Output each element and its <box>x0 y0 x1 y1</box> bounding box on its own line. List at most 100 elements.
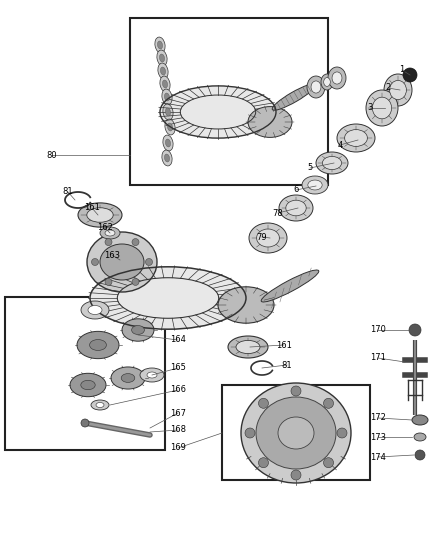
Ellipse shape <box>236 341 260 353</box>
Ellipse shape <box>414 433 426 441</box>
Text: 162: 162 <box>97 223 113 232</box>
Text: 169: 169 <box>170 443 186 453</box>
Text: 171: 171 <box>370 353 386 362</box>
Ellipse shape <box>218 287 274 323</box>
Ellipse shape <box>105 230 115 236</box>
Ellipse shape <box>272 84 316 110</box>
Ellipse shape <box>164 154 170 162</box>
Ellipse shape <box>159 85 277 139</box>
Ellipse shape <box>78 203 122 227</box>
Ellipse shape <box>96 402 104 408</box>
Ellipse shape <box>308 180 322 190</box>
Ellipse shape <box>166 108 170 116</box>
Ellipse shape <box>147 372 157 378</box>
Ellipse shape <box>140 368 164 382</box>
Ellipse shape <box>241 383 351 483</box>
Ellipse shape <box>157 50 167 66</box>
Ellipse shape <box>162 89 172 105</box>
Ellipse shape <box>89 266 247 330</box>
Ellipse shape <box>412 415 428 425</box>
Text: 170: 170 <box>370 326 386 335</box>
Ellipse shape <box>389 80 406 100</box>
Circle shape <box>415 450 425 460</box>
Ellipse shape <box>257 229 279 247</box>
Circle shape <box>403 68 417 82</box>
Ellipse shape <box>332 72 342 84</box>
Circle shape <box>324 458 333 467</box>
Ellipse shape <box>302 176 328 194</box>
Ellipse shape <box>100 244 144 280</box>
Bar <box>5 297 165 450</box>
Ellipse shape <box>100 227 120 239</box>
Ellipse shape <box>87 232 157 292</box>
Ellipse shape <box>162 150 172 166</box>
Ellipse shape <box>279 195 313 221</box>
Ellipse shape <box>163 135 173 151</box>
Ellipse shape <box>122 319 154 341</box>
Text: 165: 165 <box>170 364 186 373</box>
Text: 6: 6 <box>293 185 299 195</box>
Ellipse shape <box>328 67 346 89</box>
Circle shape <box>132 278 139 285</box>
Ellipse shape <box>228 336 268 358</box>
Ellipse shape <box>155 37 165 53</box>
Circle shape <box>324 398 333 408</box>
Ellipse shape <box>311 81 321 93</box>
Ellipse shape <box>165 119 175 135</box>
Circle shape <box>81 419 89 427</box>
Text: 81: 81 <box>63 188 73 197</box>
Circle shape <box>145 259 152 265</box>
Bar <box>222 385 370 480</box>
Text: 174: 174 <box>370 453 386 462</box>
Ellipse shape <box>372 97 392 119</box>
Ellipse shape <box>366 90 398 126</box>
Circle shape <box>337 428 347 438</box>
Text: 173: 173 <box>370 432 386 441</box>
Text: 80: 80 <box>47 150 57 159</box>
Text: 172: 172 <box>370 414 386 423</box>
Text: 1: 1 <box>399 66 405 75</box>
Ellipse shape <box>307 76 325 98</box>
Ellipse shape <box>160 76 170 92</box>
Ellipse shape <box>81 301 109 319</box>
Ellipse shape <box>121 374 135 382</box>
Ellipse shape <box>384 74 412 106</box>
Ellipse shape <box>167 123 173 131</box>
Text: 164: 164 <box>170 335 186 344</box>
Circle shape <box>291 470 301 480</box>
Ellipse shape <box>249 223 287 253</box>
Ellipse shape <box>321 74 333 90</box>
Ellipse shape <box>160 67 166 75</box>
Ellipse shape <box>316 152 348 174</box>
Circle shape <box>92 259 99 265</box>
Ellipse shape <box>88 305 102 314</box>
Ellipse shape <box>164 93 170 101</box>
Text: 161: 161 <box>84 204 100 213</box>
Circle shape <box>105 278 112 285</box>
Ellipse shape <box>337 124 375 152</box>
Ellipse shape <box>286 200 306 216</box>
Ellipse shape <box>248 107 292 138</box>
Text: 78: 78 <box>272 208 283 217</box>
Ellipse shape <box>90 340 106 351</box>
Bar <box>130 18 328 185</box>
Ellipse shape <box>91 400 109 410</box>
Text: 4: 4 <box>337 141 343 149</box>
Text: 3: 3 <box>367 103 373 112</box>
Text: 163: 163 <box>104 251 120 260</box>
Ellipse shape <box>322 156 342 169</box>
Ellipse shape <box>157 41 162 49</box>
Text: 167: 167 <box>170 408 186 417</box>
Text: 5: 5 <box>307 164 313 173</box>
Circle shape <box>409 324 421 336</box>
Circle shape <box>245 428 255 438</box>
Text: 166: 166 <box>170 385 186 394</box>
Ellipse shape <box>70 373 106 397</box>
Ellipse shape <box>158 63 168 79</box>
Ellipse shape <box>162 80 168 88</box>
Ellipse shape <box>77 332 119 359</box>
Ellipse shape <box>81 381 95 390</box>
Circle shape <box>105 239 112 246</box>
Ellipse shape <box>324 78 330 86</box>
Circle shape <box>258 398 268 408</box>
